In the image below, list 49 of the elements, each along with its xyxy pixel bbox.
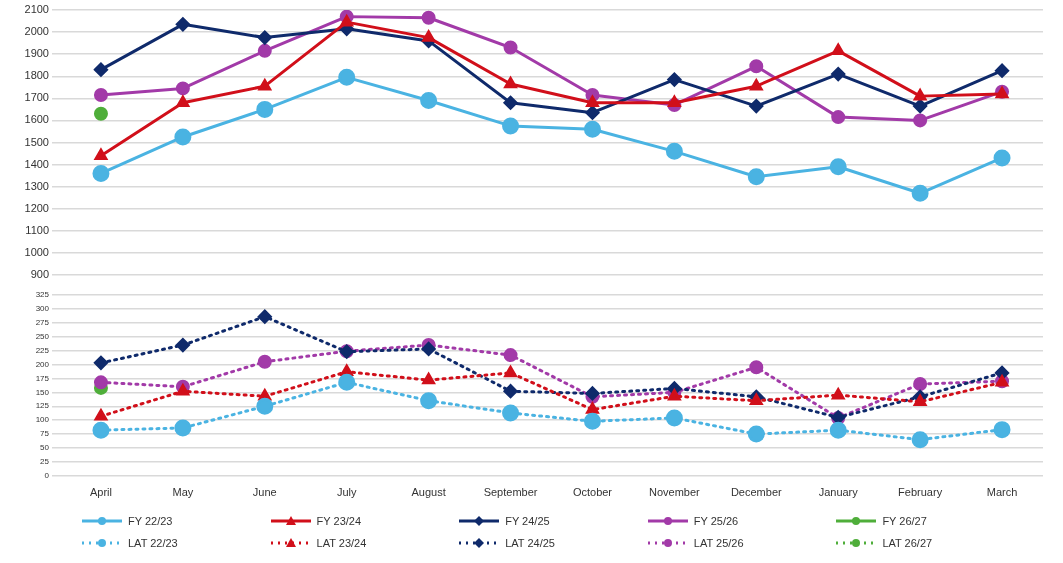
y-tick-label: 1300 <box>24 179 49 192</box>
legend-label: LAT 26/27 <box>882 537 933 549</box>
y-tick-label: 175 <box>35 373 50 383</box>
y-tick-label: 1000 <box>24 245 49 258</box>
y-tick-label: 1600 <box>24 113 49 126</box>
legend-label: LAT 25/26 <box>693 537 744 549</box>
y-tick-label: 25 <box>40 457 50 467</box>
y-tick-label: 125 <box>35 401 50 411</box>
y-tick-label: 0 <box>44 471 50 480</box>
x-tick-label: August <box>411 486 446 499</box>
y-tick-label: 900 <box>30 268 49 281</box>
legend-label: FY 25/26 <box>693 515 739 527</box>
y-tick-label: 275 <box>35 318 50 328</box>
y-tick-label: 150 <box>35 387 50 397</box>
y-tick-label: 200 <box>35 359 50 369</box>
y-tick-label: 2000 <box>24 25 49 38</box>
y-tick-label: 1500 <box>24 135 49 148</box>
y-tick-label: 1100 <box>25 223 49 236</box>
legend-label: FY 22/23 <box>128 515 173 527</box>
y-tick-label: 1700 <box>24 91 49 104</box>
y-tick-label: 325 <box>35 290 50 300</box>
y-tick-label: 1900 <box>24 47 49 60</box>
legend-label: LAT 23/24 <box>316 537 367 549</box>
x-tick-label: July <box>336 486 357 499</box>
y-tick-label: 1200 <box>24 201 49 214</box>
x-tick-label: September <box>483 486 538 499</box>
y-tick-label: 1400 <box>24 157 49 170</box>
legend-label: FY 23/24 <box>316 515 362 527</box>
y-tick-label: 250 <box>35 331 50 341</box>
x-tick-label: June <box>252 486 277 499</box>
x-tick-label: November <box>649 486 701 499</box>
y-tick-label: 1800 <box>24 69 49 82</box>
y-tick-label: 300 <box>35 304 50 314</box>
y-tick-label: 225 <box>35 345 50 355</box>
x-tick-label: February <box>898 486 943 499</box>
legend-label: FY 24/25 <box>505 515 550 527</box>
x-tick-label: October <box>572 486 613 499</box>
x-tick-label: April <box>89 486 112 499</box>
legend-label: LAT 22/23 <box>128 537 178 549</box>
x-tick-label: May <box>172 486 194 499</box>
y-tick-label: 75 <box>40 429 50 439</box>
y-tick-label: 50 <box>40 443 50 453</box>
y-tick-label: 100 <box>35 415 50 425</box>
x-tick-label: January <box>818 486 859 499</box>
legend-label: FY 26/27 <box>882 515 927 527</box>
x-tick-label: December <box>730 486 782 499</box>
legend-label: LAT 24/25 <box>505 537 555 549</box>
y-tick-label: 2100 <box>24 3 49 16</box>
x-tick-label: March <box>986 486 1018 499</box>
